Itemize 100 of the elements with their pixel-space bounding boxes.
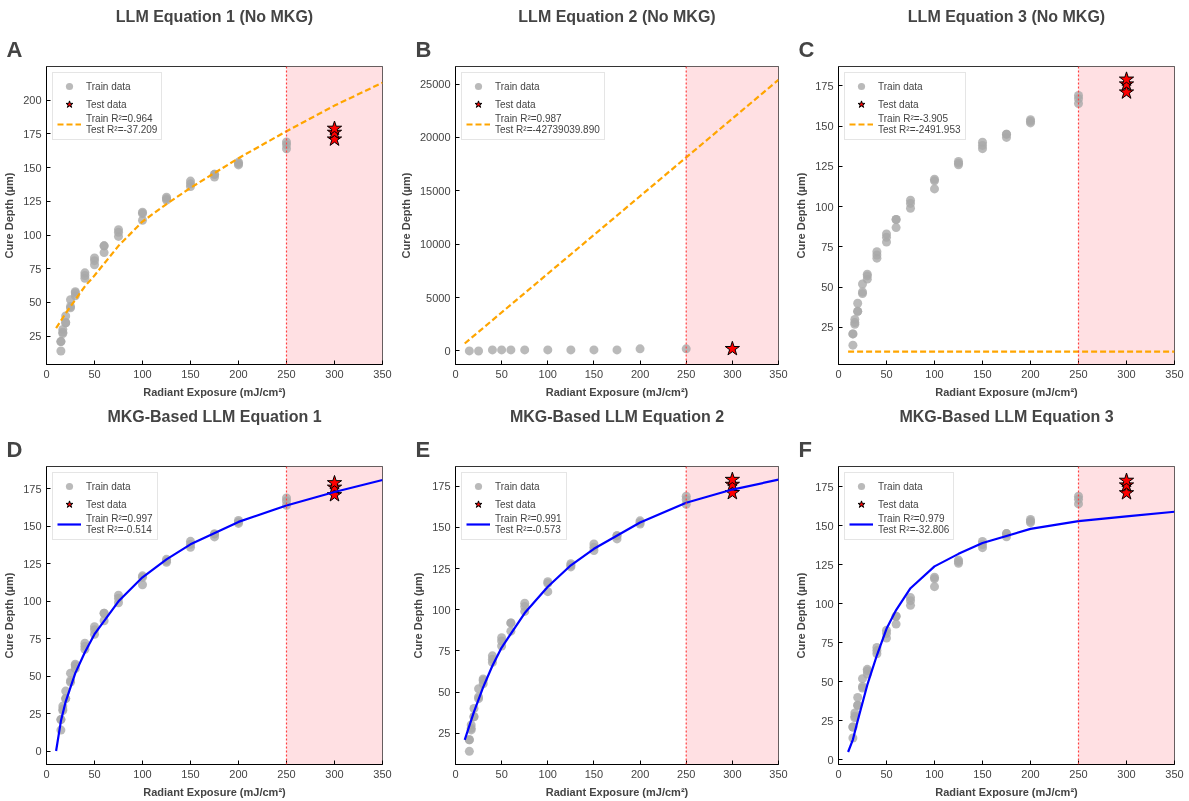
y-tick-label: 50 <box>821 675 834 688</box>
y-tick-label: 125 <box>23 195 42 208</box>
y-tick-label: 50 <box>29 296 42 309</box>
x-tick-label: 150 <box>181 367 200 380</box>
y-axis-title: Cure Depth (µm) <box>412 572 425 659</box>
x-tick-label: 300 <box>723 767 742 780</box>
legend-label: Train R²=0.997 Test R²=-0.514 <box>86 513 153 535</box>
x-tick-label: 250 <box>677 367 696 380</box>
y-tick-label: 100 <box>815 597 834 610</box>
x-tick-label: 150 <box>973 367 992 380</box>
x-tick-label: 200 <box>229 367 248 380</box>
y-tick-label: 175 <box>815 79 834 92</box>
legend-label: Train data <box>878 80 923 92</box>
x-tick-label: 150 <box>584 767 604 780</box>
x-tick-label: 250 <box>677 767 696 780</box>
legend-label: Test data <box>86 498 127 510</box>
y-tick-label: 150 <box>23 520 42 533</box>
x-tick-label: 100 <box>133 767 152 780</box>
legend-label: Train data <box>495 480 540 492</box>
x-tick-label: 0 <box>43 367 50 380</box>
y-tick-label: 25 <box>438 727 451 740</box>
y-axis-title: Cure Depth (µm) <box>795 172 808 259</box>
x-tick-label: 200 <box>630 367 650 380</box>
y-tick-label: 25 <box>29 330 42 343</box>
x-axis-title: Radiant Exposure (mJ/cm²) <box>545 785 689 798</box>
legend-label: Train R²=0.987 Test R²=-42739039.890 <box>495 113 600 135</box>
y-tick-label: 75 <box>821 636 834 649</box>
x-tick-label: 350 <box>1165 367 1184 380</box>
x-axis-title: Radiant Exposure (mJ/cm²) <box>545 385 689 398</box>
y-tick-label: 200 <box>23 94 42 107</box>
x-tick-label: 100 <box>538 367 557 380</box>
legend-label: Test data <box>86 98 127 110</box>
y-tick-label: 10000 <box>419 238 451 251</box>
legend-label: Test data <box>878 98 919 110</box>
x-tick-label: 0 <box>835 767 842 780</box>
y-tick-label: 100 <box>432 603 451 616</box>
text: F <box>798 436 812 462</box>
legend-label: Train data <box>86 80 131 92</box>
y-tick-label: 175 <box>23 482 42 495</box>
y-tick-label: 100 <box>815 200 834 213</box>
y-tick-label: 25 <box>29 707 42 720</box>
x-tick-label: 200 <box>1021 767 1040 780</box>
x-axis-title: Radiant Exposure (mJ/cm²) <box>935 785 1079 798</box>
chart-title: LLM Equation 3 (No MKG) <box>907 7 1106 25</box>
y-tick-label: 125 <box>23 557 42 570</box>
y-axis-title: Cure Depth (µm) <box>399 172 412 259</box>
x-tick-label: 300 <box>325 367 344 380</box>
x-tick-label: 350 <box>769 367 788 380</box>
x-tick-label: 200 <box>229 767 248 780</box>
text: C <box>798 36 815 62</box>
y-tick-label: 50 <box>821 281 834 294</box>
y-tick-label: 125 <box>815 160 834 173</box>
y-tick-label: 20000 <box>419 131 451 144</box>
y-tick-label: 75 <box>29 262 42 275</box>
x-tick-label: 200 <box>1021 367 1040 380</box>
y-tick-label: 175 <box>432 480 451 493</box>
x-tick-label: 350 <box>769 767 788 780</box>
legend-label: Test data <box>495 98 536 110</box>
x-tick-label: 300 <box>1117 767 1136 780</box>
legend-label: Train R²=0.964 Test R²=-37.209 <box>86 113 158 135</box>
legend-label: Test data <box>495 498 536 510</box>
x-tick-label: 150 <box>181 767 200 780</box>
y-tick-label: 75 <box>821 240 834 253</box>
x-tick-label: 250 <box>1069 367 1088 380</box>
x-tick-label: 100 <box>133 367 152 380</box>
x-tick-label: 250 <box>1069 767 1088 780</box>
x-tick-label: 0 <box>835 367 842 380</box>
x-tick-label: 0 <box>452 367 459 380</box>
chart-title: LLM Equation 1 (No MKG) <box>115 7 314 25</box>
x-tick-label: 50 <box>880 367 893 380</box>
y-tick-label: 75 <box>438 644 451 657</box>
y-tick-label: 15000 <box>419 184 451 197</box>
chart-title: LLM Equation 2 (No MKG) <box>518 7 716 25</box>
y-tick-label: 0 <box>827 753 834 766</box>
x-tick-label: 100 <box>925 367 944 380</box>
x-axis-title: Radiant Exposure (mJ/cm²) <box>143 785 287 798</box>
y-axis-title: Cure Depth (µm) <box>3 172 16 259</box>
y-tick-label: 50 <box>438 686 451 699</box>
x-tick-label: 50 <box>495 367 508 380</box>
x-tick-label: 300 <box>325 767 344 780</box>
y-tick-label: 25 <box>821 321 834 334</box>
x-tick-label: 50 <box>88 767 101 780</box>
y-tick-label: 0 <box>35 745 42 758</box>
x-tick-label: 350 <box>373 767 392 780</box>
x-axis-title: Radiant Exposure (mJ/cm²) <box>935 385 1079 398</box>
y-tick-label: 150 <box>23 161 42 174</box>
x-tick-label: 300 <box>723 367 742 380</box>
x-tick-label: 50 <box>880 767 893 780</box>
x-tick-label: 150 <box>973 767 992 780</box>
x-tick-label: 150 <box>584 367 604 380</box>
x-tick-label: 100 <box>538 767 557 780</box>
y-tick-label: 0 <box>444 344 451 357</box>
y-tick-label: 125 <box>432 562 451 575</box>
y-tick-label: 150 <box>815 120 834 133</box>
legend-label: Train R²=-3.905 Test R²=-2491.953 <box>878 113 961 135</box>
x-tick-label: 250 <box>277 367 296 380</box>
x-tick-label: 50 <box>88 367 101 380</box>
y-tick-label: 125 <box>815 558 834 571</box>
y-tick-label: 150 <box>432 521 451 534</box>
x-tick-label: 0 <box>452 767 459 780</box>
